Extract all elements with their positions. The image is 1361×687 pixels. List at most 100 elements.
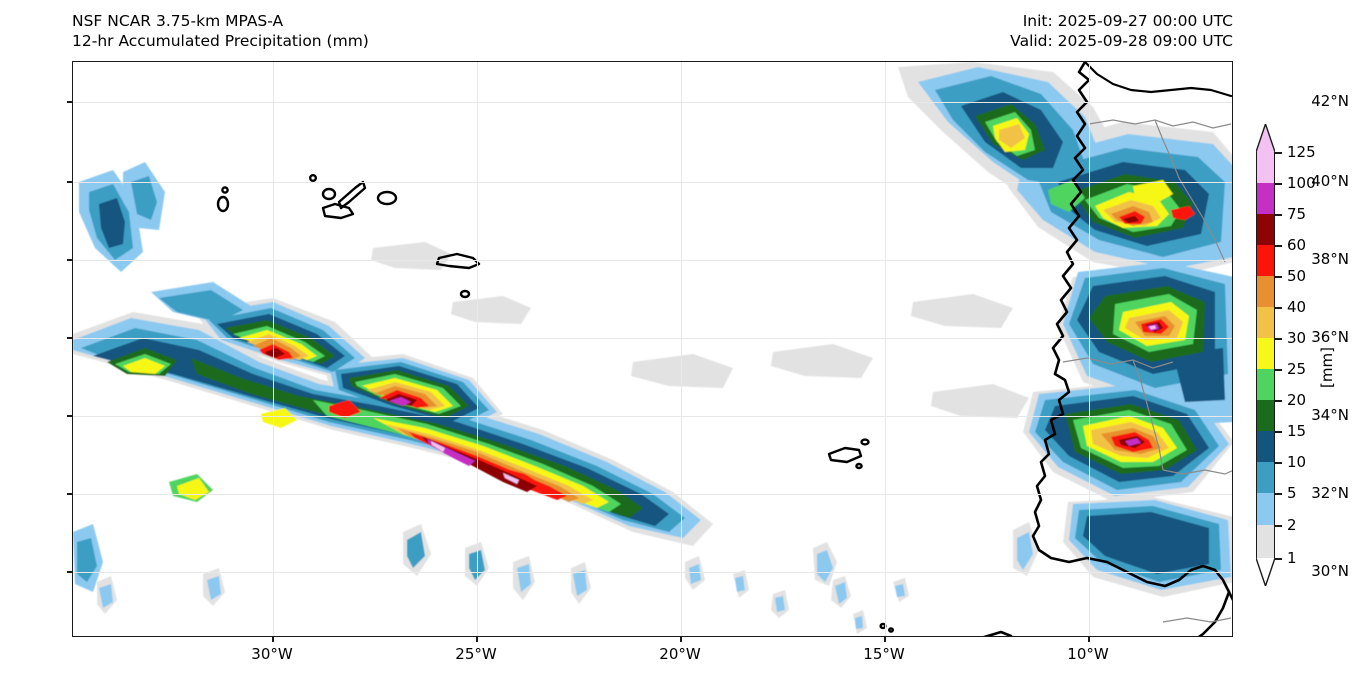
colorbar-tick-30 xyxy=(1275,338,1282,340)
colorbar-tick-125 xyxy=(1275,152,1282,154)
xtick-label-10w: 10°W xyxy=(1067,645,1109,663)
colorbar-band-60-75 xyxy=(1256,214,1275,245)
colorbar-over-arrow-outline xyxy=(1256,124,1275,152)
precipitation-contour-field xyxy=(73,62,1232,636)
colorbar-label-15: 15 xyxy=(1287,422,1307,440)
xtick-mark-20w xyxy=(680,637,682,642)
xtick-label-25w: 25°W xyxy=(455,645,497,663)
colorbar-tick-2 xyxy=(1275,525,1282,527)
madeira-islands-layer xyxy=(827,438,895,633)
colorbar-band-1-2 xyxy=(1256,525,1275,558)
precip-midocean-trace xyxy=(371,242,1029,418)
colorbar-label-10: 10 xyxy=(1287,453,1307,471)
colorbar-tick-60 xyxy=(1275,245,1282,247)
ytick-mark-30n xyxy=(67,571,72,573)
precip-southern-scattered xyxy=(97,522,1039,634)
gridline-lat-30 xyxy=(73,572,1232,573)
gridline-lat-40 xyxy=(73,182,1232,183)
colorbar-band-5-10 xyxy=(1256,462,1275,493)
colorbar-tick-10 xyxy=(1275,462,1282,464)
colorbar-tick-25 xyxy=(1275,369,1282,371)
colorbar-label-20: 20 xyxy=(1287,391,1307,409)
gridline-lon-10w xyxy=(1089,62,1090,636)
colorbar-tick-15 xyxy=(1275,431,1282,433)
colorbar-under-arrow xyxy=(1256,558,1274,586)
gridline-lat-42 xyxy=(73,102,1232,103)
colorbar-band-40-50 xyxy=(1256,276,1275,307)
ytick-label-32n: 32°N xyxy=(1311,484,1349,502)
gridline-lon-25w xyxy=(477,62,478,636)
colorbar-band-2-5 xyxy=(1256,493,1275,525)
ytick-label-38n: 38°N xyxy=(1311,250,1349,268)
colorbar-label-25: 25 xyxy=(1287,360,1307,378)
gridline-lat-32 xyxy=(73,494,1232,495)
colorbar-label-50: 50 xyxy=(1287,267,1307,285)
colorbar-band-15-20 xyxy=(1256,400,1275,431)
colorbar-label-1: 1 xyxy=(1287,549,1297,567)
xtick-label-30w: 30°W xyxy=(251,645,293,663)
colorbar-label-40: 40 xyxy=(1287,298,1307,316)
colorbar-label-5: 5 xyxy=(1287,484,1297,502)
ytick-mark-32n xyxy=(67,493,72,495)
ytick-mark-34n xyxy=(67,415,72,417)
colorbar-label-75: 75 xyxy=(1287,205,1307,223)
ytick-label-42n: 42°N xyxy=(1311,92,1349,110)
colorbar-tick-5 xyxy=(1275,493,1282,495)
xtick-mark-30w xyxy=(272,637,274,642)
xtick-mark-25w xyxy=(476,637,478,642)
colorbar-band-100-125 xyxy=(1256,152,1275,183)
colorbar-under-arrow-outline xyxy=(1256,558,1275,586)
colorbar-tick-20 xyxy=(1275,400,1282,402)
xtick-label-20w: 20°W xyxy=(659,645,701,663)
valid-time-line: Valid: 2025-09-28 09:00 UTC xyxy=(1010,32,1233,50)
precip-convective-band-extreme-core xyxy=(431,441,519,484)
colorbar-axis-label: [mm] xyxy=(1318,347,1336,388)
ytick-label-30n: 30°N xyxy=(1311,562,1349,580)
colorbar-tick-50 xyxy=(1275,276,1282,278)
colorbar-outline xyxy=(1256,152,1275,558)
canary-islands-layer xyxy=(983,630,1013,636)
init-time-line: Init: 2025-09-27 00:00 UTC xyxy=(1022,12,1233,30)
ytick-label-36n: 36°N xyxy=(1311,328,1349,346)
colorbar-tick-100 xyxy=(1275,183,1282,185)
colorbar-band-30-40 xyxy=(1256,307,1275,338)
forecast-time-block: Init: 2025-09-27 00:00 UTC Valid: 2025-0… xyxy=(1010,11,1233,51)
colorbar-band-75-100 xyxy=(1256,183,1275,214)
coastline-layer xyxy=(1031,62,1232,636)
precip-iberia-extreme-core xyxy=(1149,325,1156,330)
gridline-lat-36 xyxy=(73,338,1232,339)
colorbar-label-30: 30 xyxy=(1287,329,1307,347)
colorbar-label-2: 2 xyxy=(1287,516,1297,534)
gridline-lon-20w xyxy=(681,62,682,636)
model-name-line: NSF NCAR 3.75-km MPAS-A xyxy=(72,12,284,30)
colorbar-over-arrow xyxy=(1256,124,1274,152)
gridline-lon-30w xyxy=(273,62,274,636)
colorbar-label-60: 60 xyxy=(1287,236,1307,254)
map-plot-area xyxy=(72,61,1233,637)
ytick-label-34n: 34°N xyxy=(1311,406,1349,424)
colorbar-label-125: 125 xyxy=(1287,143,1316,161)
ytick-mark-40n xyxy=(67,181,72,183)
xtick-label-15w: 15°W xyxy=(863,645,905,663)
colorbar-label-100: 100 xyxy=(1287,174,1316,192)
political-borders-layer xyxy=(1062,119,1232,623)
precip-west-atlantic xyxy=(73,162,165,592)
model-title: NSF NCAR 3.75-km MPAS-A 12-hr Accumulate… xyxy=(72,11,369,51)
colorbar-band-25-30 xyxy=(1256,338,1275,369)
gridline-lon-15w xyxy=(885,62,886,636)
colorbar-tick-40 xyxy=(1275,307,1282,309)
colorbar-band-50-60 xyxy=(1256,245,1275,276)
colorbar-tick-75 xyxy=(1275,214,1282,216)
ytick-mark-36n xyxy=(67,337,72,339)
xtick-mark-15w xyxy=(884,637,886,642)
ytick-label-40n: 40°N xyxy=(1311,172,1349,190)
field-description-line: 12-hr Accumulated Precipitation (mm) xyxy=(72,32,369,50)
xtick-mark-10w xyxy=(1088,637,1090,642)
precipitation-colorbar[interactable] xyxy=(1256,152,1275,558)
colorbar-tick-1 xyxy=(1275,558,1282,560)
gridline-lat-38 xyxy=(73,260,1232,261)
precip-iberia-darkred xyxy=(1119,216,1163,448)
precip-iberia-magenta-core xyxy=(1125,324,1159,446)
ytick-mark-38n xyxy=(67,259,72,261)
colorbar-band-10-15 xyxy=(1256,431,1275,462)
